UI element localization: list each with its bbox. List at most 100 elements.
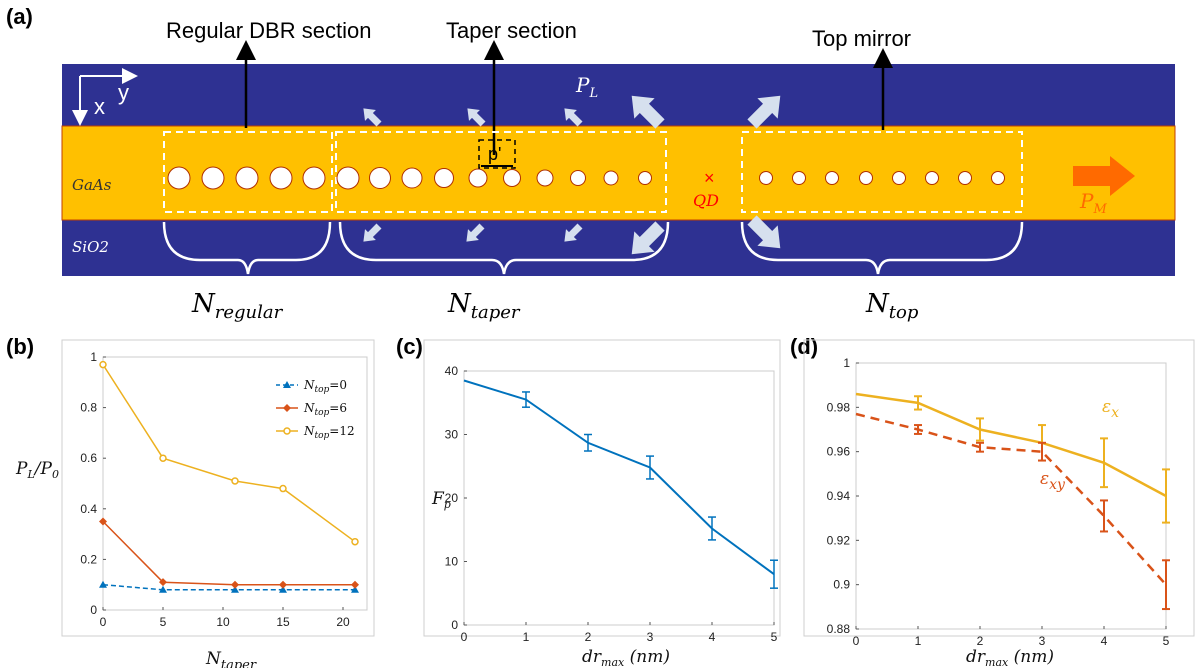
series-line-1 xyxy=(855,412,1167,586)
gaas-core-layer xyxy=(61,125,1176,221)
ytick-label: 0.9 xyxy=(833,578,850,592)
hole-taper-3 xyxy=(434,168,454,188)
qd-marker: × xyxy=(704,168,715,188)
regular-section-label: Regular DBR section xyxy=(166,18,371,43)
panel-label-a: (a) xyxy=(6,4,33,29)
xtick-label: 20 xyxy=(336,615,350,629)
hole-top-7 xyxy=(991,171,1005,185)
n-regular-label: Nregular xyxy=(191,289,284,323)
xtick-label: 0 xyxy=(461,630,468,644)
hole-top-5 xyxy=(925,171,939,185)
hole-regular-0 xyxy=(167,166,191,190)
data-point xyxy=(99,580,107,588)
data-point xyxy=(159,578,167,587)
chart-d-plot-area xyxy=(855,362,1167,630)
xtick-label: 4 xyxy=(709,630,716,644)
ytick-label: 40 xyxy=(445,364,459,378)
chart-b-ylabel: PL/P0 xyxy=(15,459,59,481)
chart-d-frame xyxy=(803,339,1195,637)
leak-arrow-down-1 xyxy=(363,223,382,242)
xtick-label: 5 xyxy=(1163,634,1170,648)
hole-taper-6 xyxy=(536,169,554,187)
xtick-label: 0 xyxy=(853,634,860,648)
leak-arrow-down-2 xyxy=(466,223,485,242)
legend-entry-ntop12: Ntop=12 xyxy=(303,424,355,441)
hole-regular-4 xyxy=(302,166,326,190)
series-line-0 xyxy=(463,379,775,576)
xtick-label: 2 xyxy=(977,634,984,648)
xtick-label: 2 xyxy=(585,630,592,644)
axis-x-label: x xyxy=(94,94,105,119)
sio2-label: SiO2 xyxy=(72,238,109,256)
data-point xyxy=(279,585,287,593)
leak-arrow-up-3 xyxy=(564,108,583,127)
data-point xyxy=(159,585,167,593)
leak-arrow-up-4 xyxy=(631,95,665,129)
hole-taper-0 xyxy=(336,166,360,190)
hole-taper-1 xyxy=(369,167,391,189)
period-marker: p' xyxy=(478,139,516,169)
xtick-label: 1 xyxy=(523,630,530,644)
data-point xyxy=(279,580,287,589)
data-point xyxy=(351,537,359,546)
hole-taper-5 xyxy=(503,169,521,187)
mode-power-arrow xyxy=(1073,156,1135,196)
hole-taper-8 xyxy=(603,170,619,186)
hole-top-6 xyxy=(958,171,972,185)
xtick-label: 3 xyxy=(1039,634,1046,648)
hole-regular-3 xyxy=(269,166,293,190)
data-point xyxy=(279,484,287,493)
chart-b-xlabel: Ntaper xyxy=(205,649,257,668)
legend-marker-ntop6 xyxy=(283,404,291,412)
data-point xyxy=(351,580,359,589)
hole-regular-1 xyxy=(201,166,225,190)
xtick-label: 0 xyxy=(100,615,107,629)
ytick-label: 1 xyxy=(843,356,850,370)
leak-arrow-up-1 xyxy=(363,108,382,127)
hole-top-2 xyxy=(825,171,839,185)
regular-section-box xyxy=(163,131,333,213)
leak-arrow-down-5 xyxy=(747,215,781,249)
chart-b-ticks: 0 5 10 15 20 0 0.2 0.4 0.6 0.8 1 xyxy=(80,350,350,629)
panel-label-c: (c) xyxy=(396,334,423,359)
ytick-label: 0.94 xyxy=(827,489,851,503)
xtick-label: 5 xyxy=(160,615,167,629)
gaas-label: GaAs xyxy=(72,176,112,194)
ytick-label: 0.2 xyxy=(80,552,97,566)
schematic-panel: (a) x y GaAs SiO2 Regular DBR section Ta… xyxy=(6,4,1176,323)
section-braces xyxy=(162,221,1024,275)
ytick-label: 0.98 xyxy=(827,400,851,414)
hole-top-4 xyxy=(892,171,906,185)
hole-taper-2 xyxy=(401,167,423,189)
ytick-label: 30 xyxy=(445,428,459,442)
chart-d: (d) 0 1 2 3 4 50.880.90.920.940.960.981 εx εx… xyxy=(790,334,1195,668)
chart-c-ticks: 0 1 2 3 4 5 0 10 20 30 40 xyxy=(445,364,778,644)
chart-c-series xyxy=(463,379,778,589)
epsilon-x-label: εx xyxy=(1102,397,1119,421)
ytick-label: 0.92 xyxy=(827,533,851,547)
legend-marker-ntop12 xyxy=(283,427,291,435)
leak-power-label: PL xyxy=(575,73,598,101)
ytick-label: 0.8 xyxy=(80,401,97,415)
leak-arrow-down-4 xyxy=(631,221,665,255)
chart-c-xlabel: drmax (nm) xyxy=(582,647,670,668)
top-mirror-label: Top mirror xyxy=(812,26,911,51)
chart-d-xlabel: drmax (nm) xyxy=(966,647,1054,668)
chart-d-series xyxy=(855,392,1170,611)
hole-top-1 xyxy=(792,171,806,185)
period-label: p' xyxy=(488,144,501,164)
coordinate-axes: x y xyxy=(72,68,138,126)
data-point xyxy=(99,517,107,526)
legend-entry-ntop6: Ntop=6 xyxy=(303,401,347,418)
leak-arrow-down-3 xyxy=(564,223,583,242)
chart-b-legend: Ntop=0 Ntop=6 Ntop=12 xyxy=(276,378,355,441)
xtick-label: 15 xyxy=(276,615,290,629)
mode-power-label: PM xyxy=(1079,189,1107,217)
ytick-label: 0.96 xyxy=(827,445,851,459)
qd-label: QD xyxy=(693,191,719,210)
data-point xyxy=(231,477,239,485)
n-top-label: Ntop xyxy=(865,289,919,323)
xtick-label: 1 xyxy=(915,634,922,648)
hole-top-3 xyxy=(859,171,873,185)
hole-taper-7 xyxy=(570,170,586,186)
